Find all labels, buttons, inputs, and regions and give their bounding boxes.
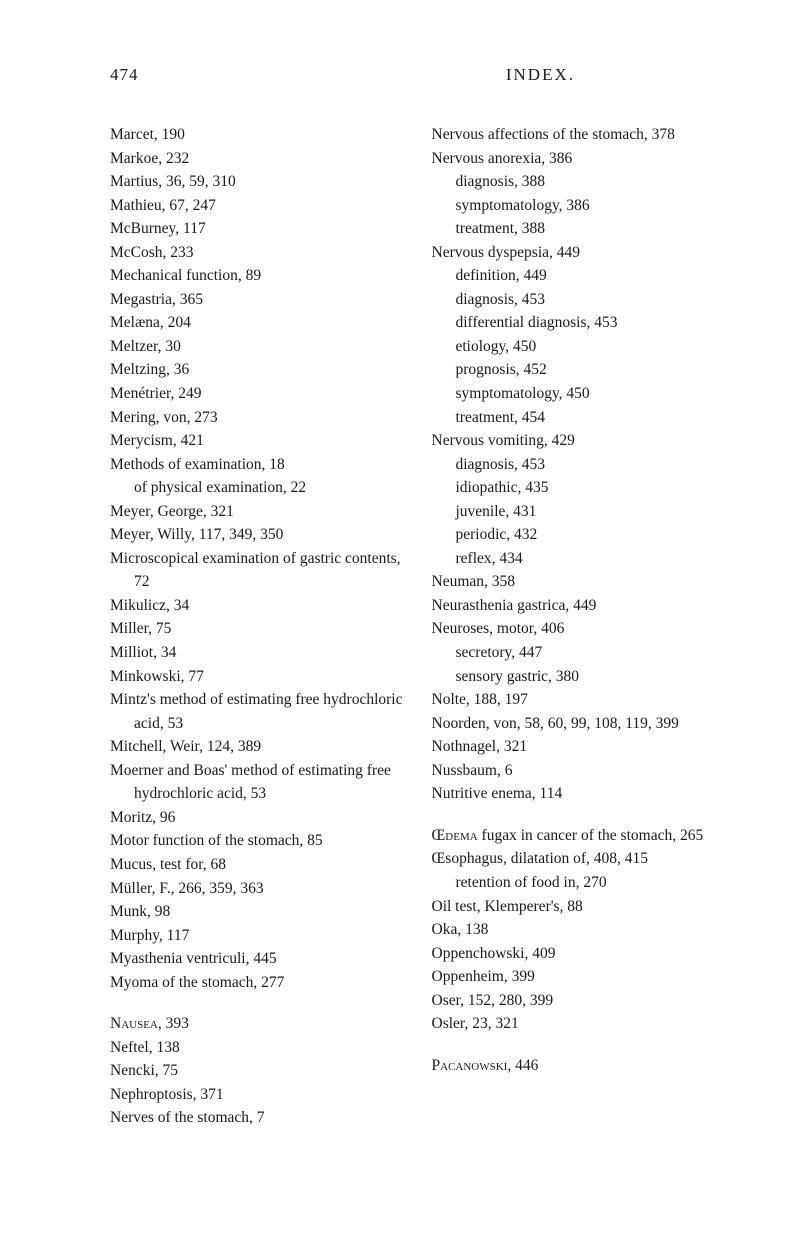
index-entry: Nussbaum, 6 [432,759,726,783]
index-entry: Mitchell, Weir, 124, 389 [110,735,404,759]
index-entry: Meltzer, 30 [110,335,404,359]
index-entry: Munk, 98 [110,900,404,924]
index-entry: Megastria, 365 [110,288,404,312]
index-entry: Melæna, 204 [110,311,404,335]
index-entry: Oka, 138 [432,918,726,942]
index-entry: Oppenchowski, 409 [432,942,726,966]
right-column: Nervous affections of the stomach, 378Ne… [432,123,726,1130]
index-entry: Myasthenia ventriculi, 445 [110,947,404,971]
index-entry: Mikulicz, 34 [110,594,404,618]
index-entry: Oser, 152, 280, 399 [432,989,726,1013]
index-entry: Marcet, 190 [110,123,404,147]
index-entry: Neftel, 138 [110,1036,404,1060]
index-entry: Nencki, 75 [110,1059,404,1083]
index-entry: Minkowski, 77 [110,665,404,689]
index-entry: Microscopical examination of gastric con… [110,547,404,594]
index-entry: Moritz, 96 [110,806,404,830]
index-entry: Martius, 36, 59, 310 [110,170,404,194]
index-entry: Nervous affections of the stomach, 378 [432,123,726,147]
index-entry: Methods of examination, 18 [110,453,404,477]
index-entry: Nervous anorexia, 386 [432,147,726,171]
index-entry: retention of food in, 270 [432,871,726,895]
index-entry: juvenile, 431 [432,500,726,524]
index-entry: Noorden, von, 58, 60, 99, 108, 119, 399 [432,712,726,736]
index-entry: Œdema fugax in cancer of the stomach, 26… [432,824,726,848]
index-entry: Milliot, 34 [110,641,404,665]
index-entry: Nervous dyspepsia, 449 [432,241,726,265]
index-entry: definition, 449 [432,264,726,288]
index-entry: reflex, 434 [432,547,726,571]
index-entry: Nutritive enema, 114 [432,782,726,806]
index-entry: Nolte, 188, 197 [432,688,726,712]
entry-lead-word: Nausea [110,1015,158,1032]
index-entry: idiopathic, 435 [432,476,726,500]
index-entry: Mechanical function, 89 [110,264,404,288]
index-entry: Myoma of the stomach, 277 [110,971,404,995]
page-number: 474 [110,65,139,85]
entry-lead-word: Pacanowski [432,1057,508,1074]
index-entry: Miller, 75 [110,617,404,641]
index-entry: Meltzing, 36 [110,358,404,382]
index-entry: Meyer, George, 321 [110,500,404,524]
index-entry: Neurasthenia gastrica, 449 [432,594,726,618]
index-entry: sensory gastric, 380 [432,665,726,689]
index-entry: Oppenheim, 399 [432,965,726,989]
index-entry: Meyer, Willy, 117, 349, 350 [110,523,404,547]
index-entry: Nausea, 393 [110,1012,404,1036]
index-entry: treatment, 454 [432,406,726,430]
index-entry: McBurney, 117 [110,217,404,241]
index-entry: differential diagnosis, 453 [432,311,726,335]
index-entry: Mering, von, 273 [110,406,404,430]
index-entry: Neuroses, motor, 406 [432,617,726,641]
index-entry: of physical examination, 22 [110,476,404,500]
index-entry: symptomatology, 450 [432,382,726,406]
index-entry: Mintz's method of estimating free hydroc… [110,688,404,735]
left-column: Marcet, 190Markoe, 232Martius, 36, 59, 3… [110,123,404,1130]
index-entry: Menétrier, 249 [110,382,404,406]
index-entry: Mucus, test for, 68 [110,853,404,877]
index-columns: Marcet, 190Markoe, 232Martius, 36, 59, 3… [110,123,725,1130]
page-header: 474 INDEX. [110,65,725,85]
index-entry: Oil test, Klemperer's, 88 [432,895,726,919]
index-entry: Osler, 23, 321 [432,1012,726,1036]
index-entry: secretory, 447 [432,641,726,665]
index-entry: Œsophagus, dilatation of, 408, 415 [432,847,726,871]
index-entry: McCosh, 233 [110,241,404,265]
index-entry: Merycism, 421 [110,429,404,453]
index-entry: Nerves of the stomach, 7 [110,1106,404,1130]
index-entry: etiology, 450 [432,335,726,359]
index-entry: Müller, F., 266, 359, 363 [110,877,404,901]
index-title: INDEX. [506,65,575,85]
entry-lead-word: Œdema [432,827,478,844]
index-entry: Motor function of the stomach, 85 [110,829,404,853]
index-entry: Nephroptosis, 371 [110,1083,404,1107]
index-entry: diagnosis, 453 [432,453,726,477]
index-entry: periodic, 432 [432,523,726,547]
index-entry: Moerner and Boas' method of estimating f… [110,759,404,806]
index-entry: symptomatology, 386 [432,194,726,218]
index-entry: diagnosis, 453 [432,288,726,312]
index-entry: prognosis, 452 [432,358,726,382]
index-entry: Markoe, 232 [110,147,404,171]
index-entry: Nervous vomiting, 429 [432,429,726,453]
index-entry: diagnosis, 388 [432,170,726,194]
index-entry: Mathieu, 67, 247 [110,194,404,218]
index-entry: Neuman, 358 [432,570,726,594]
index-entry: Murphy, 117 [110,924,404,948]
index-entry: Pacanowski, 446 [432,1054,726,1078]
index-entry: treatment, 388 [432,217,726,241]
index-entry: Nothnagel, 321 [432,735,726,759]
